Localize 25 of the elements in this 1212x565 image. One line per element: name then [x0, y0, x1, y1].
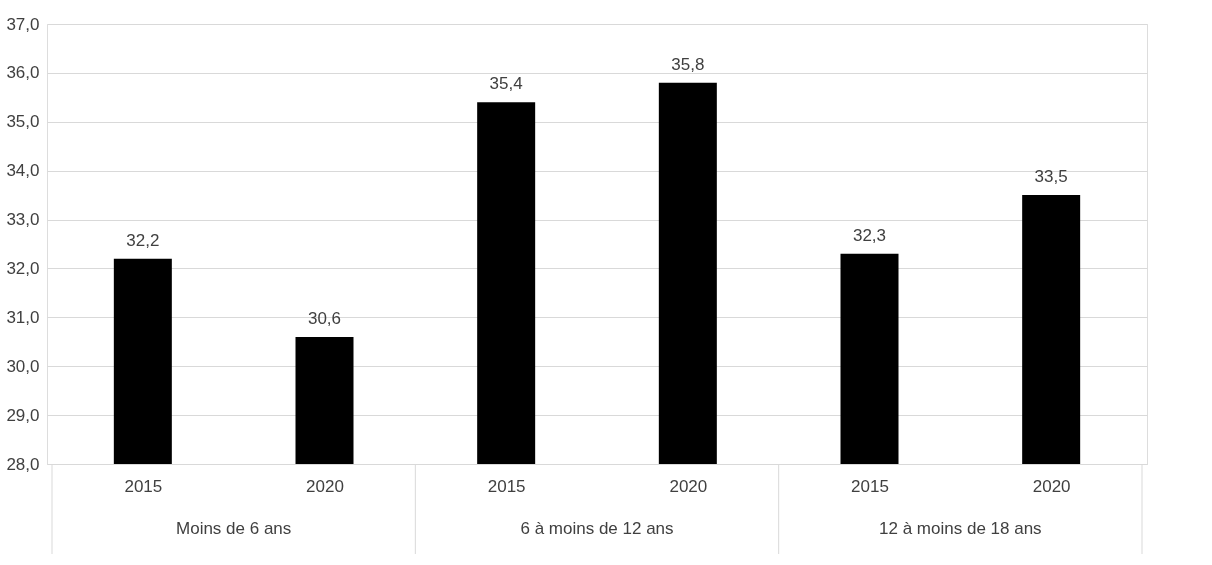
x-tick-label: 2015	[124, 476, 163, 496]
y-tick-label: 31,0	[6, 307, 40, 327]
data-label: 35,4	[489, 74, 523, 94]
data-label: 32,2	[126, 230, 160, 250]
y-tick-label: 30,0	[6, 356, 40, 376]
data-label: 32,3	[852, 225, 887, 245]
y-tick-label: 34,0	[6, 161, 40, 181]
data-label: 33,5	[1034, 167, 1068, 187]
y-tick-label: 37,0	[6, 14, 40, 34]
text: Moins de 6 ans	[176, 519, 292, 538]
y-tick-label: 32,0	[6, 258, 40, 278]
x-tick-label: 2020	[1032, 476, 1071, 496]
text: 6 à moins de 12 ans	[520, 519, 674, 538]
x-tick-label: 2020	[669, 476, 708, 496]
text: 12 à moins de 18 ans	[879, 519, 1042, 538]
x-tick-label: 2015	[851, 476, 889, 496]
y-tick-label: 33,0	[6, 210, 40, 230]
data-label: 35,8	[671, 54, 705, 74]
y-tick-label: 36,0	[6, 63, 40, 83]
y-tick-label: 35,0	[6, 112, 40, 132]
y-tick-label: 29,0	[6, 405, 40, 425]
y-tick-label: 28,0	[6, 454, 40, 474]
x-tick-label: 2020	[306, 476, 344, 496]
x-tick-label: 2015	[487, 476, 526, 496]
data-label: 30,6	[307, 308, 342, 328]
